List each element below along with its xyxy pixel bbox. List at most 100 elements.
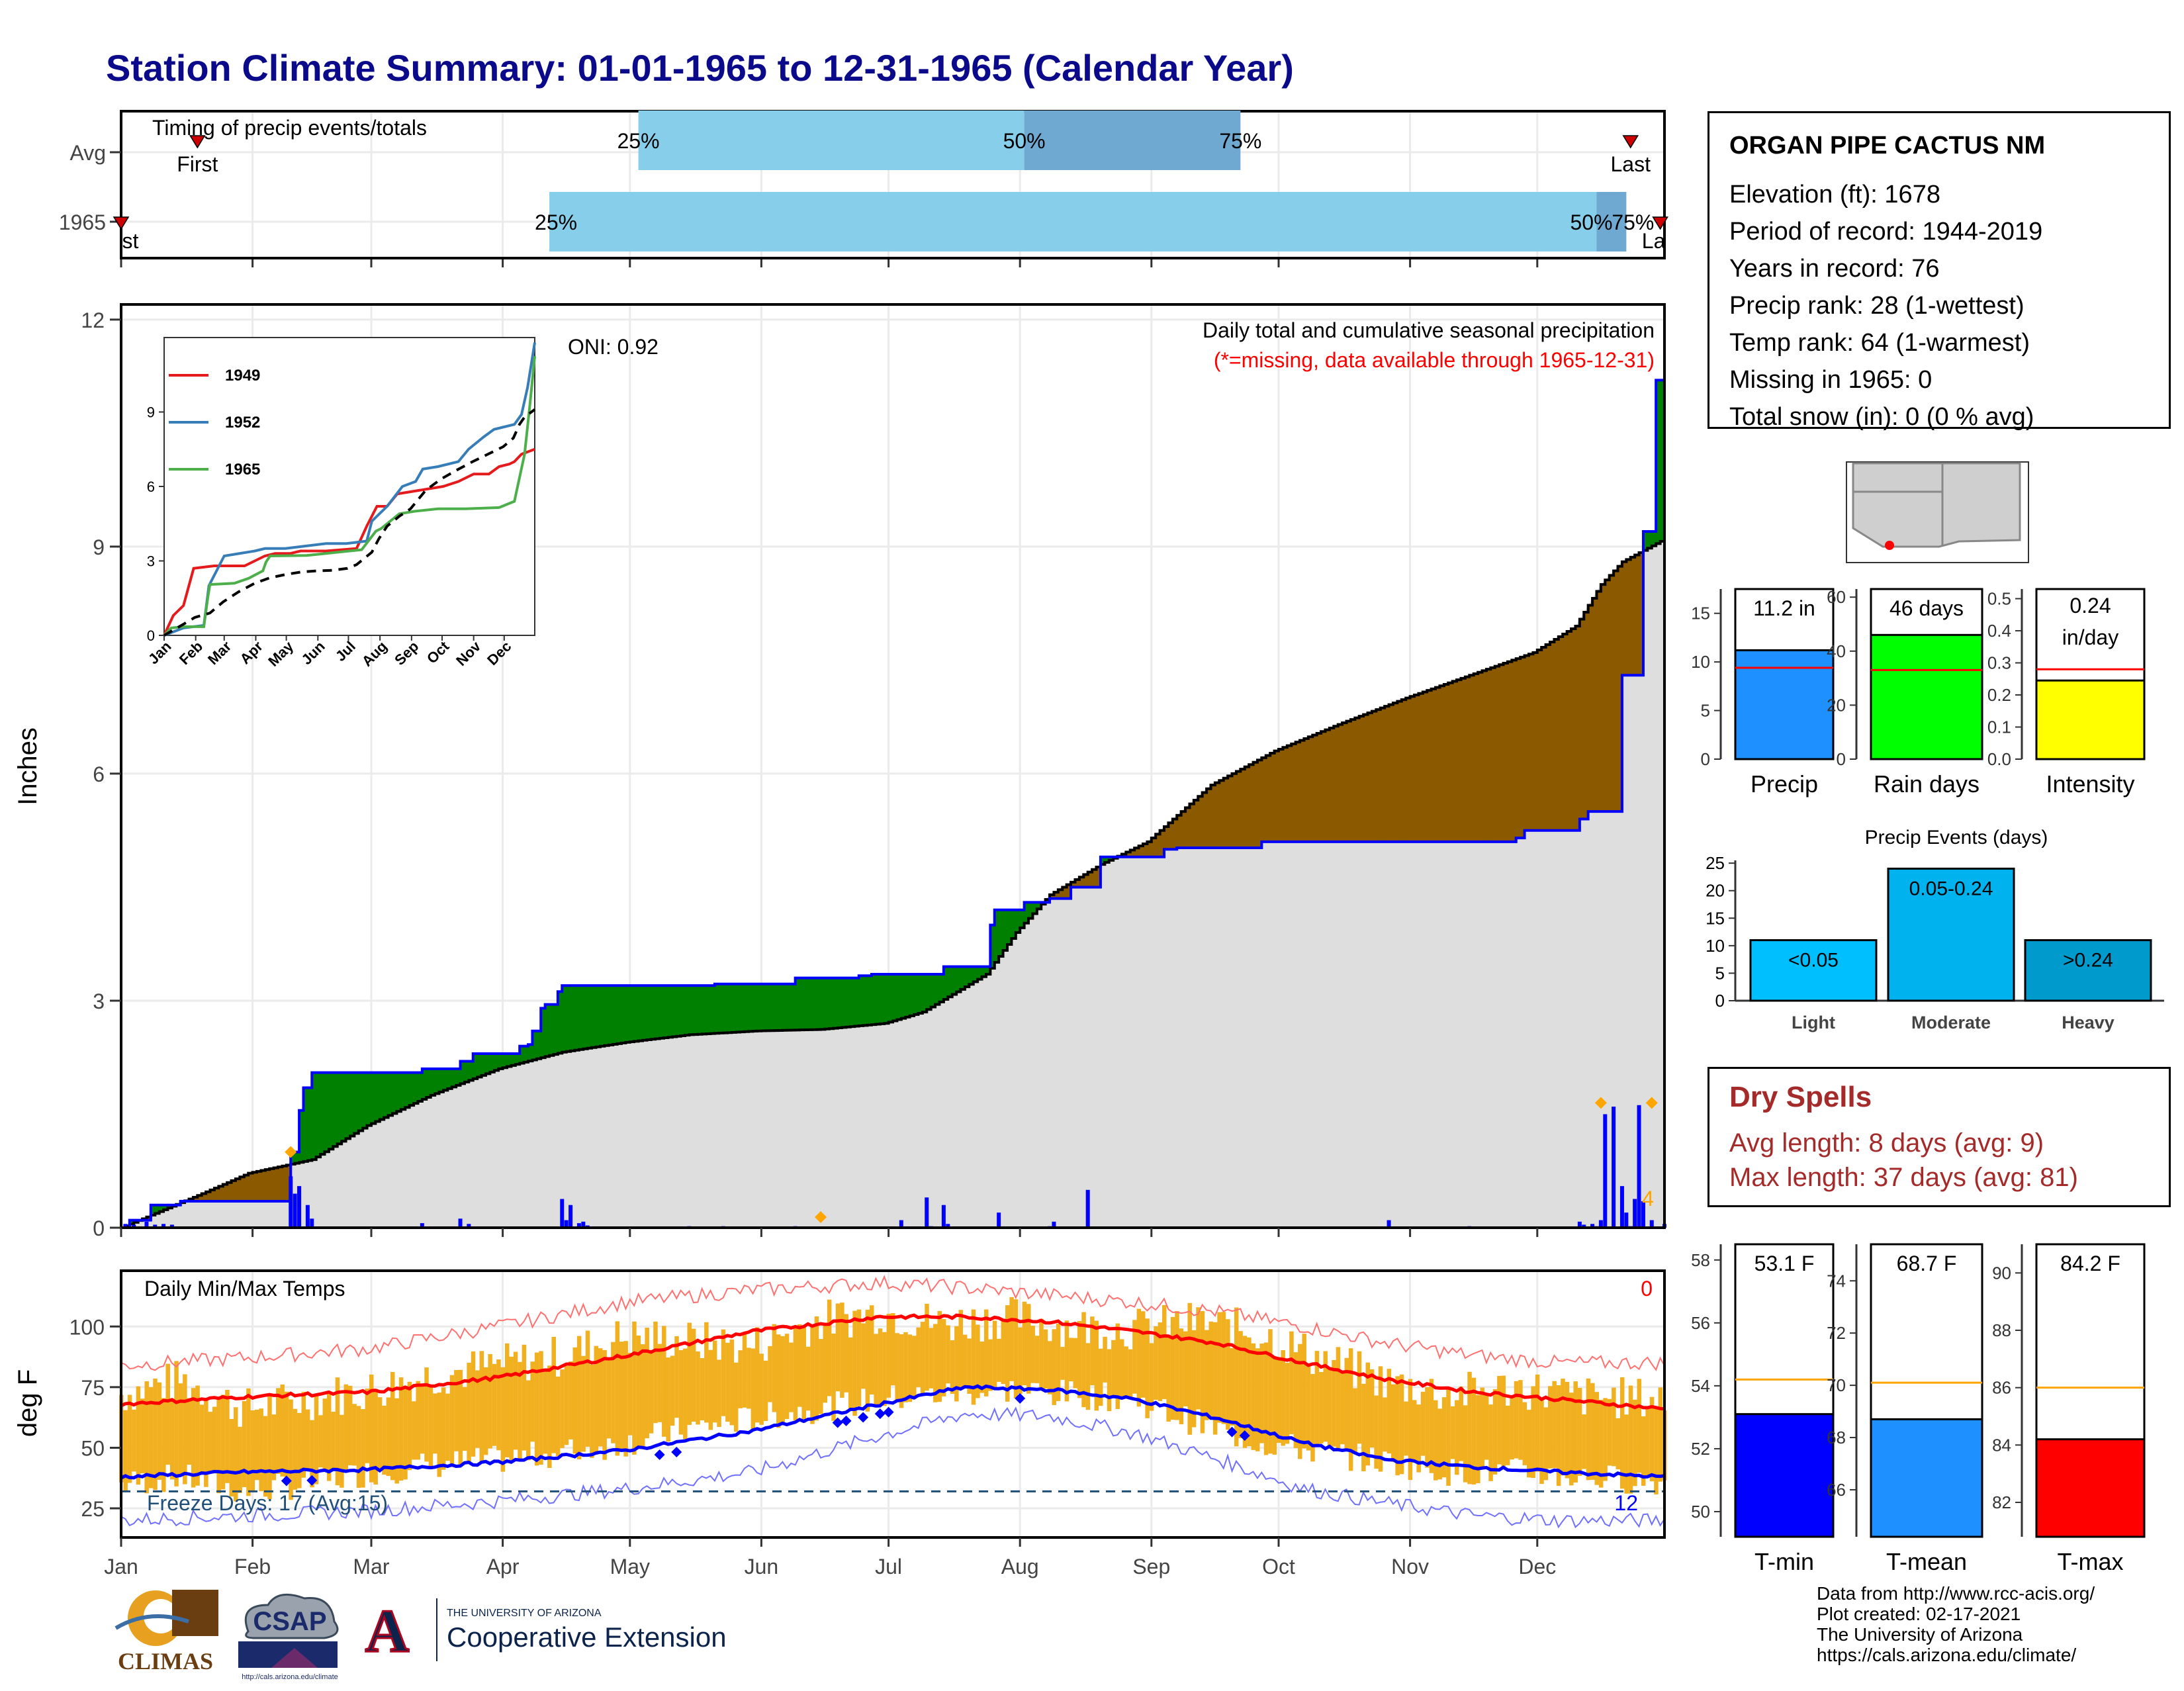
- daily-temp-bar: [1348, 1348, 1353, 1471]
- daily-temp-bar: [623, 1341, 628, 1457]
- month-axis-label: Nov: [1391, 1555, 1429, 1578]
- mini-y-tick-label-tmax_mini: 82: [1992, 1492, 2011, 1512]
- deficit-area-segment: [1142, 843, 1148, 857]
- precip-panel-border: [120, 303, 1666, 1229]
- station-info-box: ORGAN PIPE CACTUS NM Elevation (ft): 167…: [1707, 111, 2171, 431]
- deficit-area-segment: [1126, 852, 1131, 857]
- surplus-area-segment: [710, 985, 715, 1034]
- daily-temp-bar: [127, 1394, 132, 1483]
- deficit-area-segment: [1181, 811, 1186, 848]
- daily-temp-bar: [390, 1372, 395, 1481]
- deficit-area-segment: [1507, 661, 1512, 842]
- surplus-area-segment: [613, 985, 618, 1044]
- surplus-area-segment: [388, 1072, 393, 1116]
- mini-y-tick-label-tmean_mini: 70: [1827, 1375, 1846, 1395]
- surplus-area-segment: [1100, 856, 1105, 865]
- surplus-area-segment: [1643, 531, 1648, 551]
- daily-precip-bar: [1641, 1201, 1645, 1228]
- missing-data-marker: [285, 1146, 297, 1158]
- daily-temp-bar: [1124, 1346, 1128, 1399]
- daily-temp-bar: [1374, 1395, 1379, 1469]
- surplus-area-segment: [960, 966, 966, 989]
- inset-y-tick-label: 9: [147, 404, 155, 421]
- station-years: Years in record: 76: [1729, 255, 1940, 283]
- daily-temp-bar: [1429, 1379, 1434, 1473]
- daily-temp-bar: [1145, 1318, 1150, 1418]
- station-missing: Missing in 1965: 0: [1729, 366, 1933, 394]
- surplus-area-segment: [706, 985, 711, 1034]
- quartile-bar-low: [638, 111, 1024, 170]
- surplus-area-segment: [672, 985, 677, 1037]
- deficit-area-segment: [1087, 872, 1093, 888]
- daily-temp-bar: [560, 1369, 565, 1448]
- daily-temp-bar: [708, 1349, 713, 1430]
- deficit-area-segment: [1079, 877, 1084, 888]
- daily-temp-bar: [343, 1384, 349, 1471]
- daily-temp-bar: [1399, 1374, 1404, 1475]
- daily-temp-bar: [1115, 1323, 1120, 1409]
- temp-y-axis-title: deg F: [13, 1369, 42, 1437]
- mini-value-label-intensity_mini: 0.24: [2070, 594, 2111, 617]
- surplus-area-segment: [1003, 909, 1008, 951]
- daily-temp-bar: [1510, 1397, 1514, 1460]
- credit-line-created: Plot created: 02-17-2021: [1817, 1604, 2021, 1624]
- daily-temp-bar: [1594, 1392, 1599, 1485]
- events-y-tick-label: 5: [1715, 963, 1725, 983]
- daily-temp-bar: [1361, 1383, 1366, 1472]
- daily-temp-bar: [1238, 1331, 1243, 1438]
- daily-temp-bar: [1556, 1385, 1561, 1486]
- daily-temp-bar: [1654, 1408, 1659, 1494]
- ua-big-text: Cooperative Extension: [447, 1622, 727, 1653]
- surplus-area-segment: [422, 1068, 427, 1099]
- freeze-day-marker: [858, 1412, 869, 1423]
- deficit-area-segment: [1096, 866, 1101, 888]
- daily-temp-bar: [1196, 1307, 1201, 1410]
- surplus-area-segment: [740, 983, 745, 1032]
- events-category-label: Light: [1792, 1013, 1835, 1032]
- daily-temp-bar: [1514, 1381, 1519, 1459]
- surplus-area-segment: [634, 985, 639, 1042]
- surplus-area-segment: [744, 983, 749, 1032]
- surplus-area-segment: [990, 925, 995, 968]
- deficit-area-segment: [1528, 654, 1533, 831]
- daily-temp-bar: [848, 1337, 853, 1410]
- daily-temp-bar: [1001, 1320, 1006, 1385]
- ua-logo: A THE UNIVERSITY OF ARIZONA Cooperative …: [357, 1595, 741, 1668]
- surplus-area-segment: [498, 1054, 504, 1069]
- daily-temp-bar: [153, 1378, 158, 1490]
- daily-temp-bar: [763, 1360, 768, 1422]
- mini-category-label-tmean_mini: T-mean: [1886, 1548, 1967, 1575]
- surplus-area-segment: [464, 1061, 469, 1082]
- daily-temp-bar: [1637, 1379, 1642, 1473]
- precip-panel-subtitle: (*=missing, data available through 1965-…: [1214, 348, 1655, 372]
- daily-temp-bar: [895, 1333, 899, 1402]
- surplus-area-segment: [791, 983, 796, 1030]
- surplus-area-segment: [485, 1054, 490, 1074]
- surplus-area-segment: [888, 974, 893, 1023]
- deficit-area-segment: [1486, 669, 1491, 842]
- daily-temp-bar: [649, 1349, 654, 1434]
- daily-temp-bar: [805, 1346, 811, 1411]
- daily-temp-bar: [810, 1325, 815, 1424]
- daily-temp-bar: [856, 1309, 862, 1406]
- month-axis-label: Feb: [234, 1555, 271, 1578]
- deficit-area-segment: [1151, 838, 1156, 857]
- deficit-area-segment: [1257, 760, 1262, 848]
- daily-temp-bar: [518, 1361, 522, 1459]
- surplus-area-segment: [833, 978, 839, 1028]
- deficit-area-segment: [1465, 676, 1470, 842]
- events-title: Precip Events (days): [1865, 827, 2048, 848]
- deficit-area-segment: [1329, 727, 1334, 842]
- daily-temp-bar: [144, 1381, 149, 1494]
- daily-temp-bar: [1390, 1384, 1396, 1462]
- daily-temp-bar: [1183, 1331, 1188, 1406]
- credit-line-data: Data from http://www.rcc-acis.org/: [1817, 1583, 2095, 1604]
- daily-temp-bar: [433, 1393, 437, 1454]
- daily-temp-bar: [747, 1348, 751, 1409]
- daily-temp-bar: [289, 1399, 293, 1500]
- deficit-area-segment: [1473, 674, 1479, 842]
- daily-temp-bar: [530, 1361, 535, 1442]
- freeze-days-label: Freeze Days: 17 (Avg:15): [147, 1491, 388, 1515]
- deficit-area-segment: [1210, 785, 1216, 848]
- normal-max-line: [120, 1313, 1665, 1411]
